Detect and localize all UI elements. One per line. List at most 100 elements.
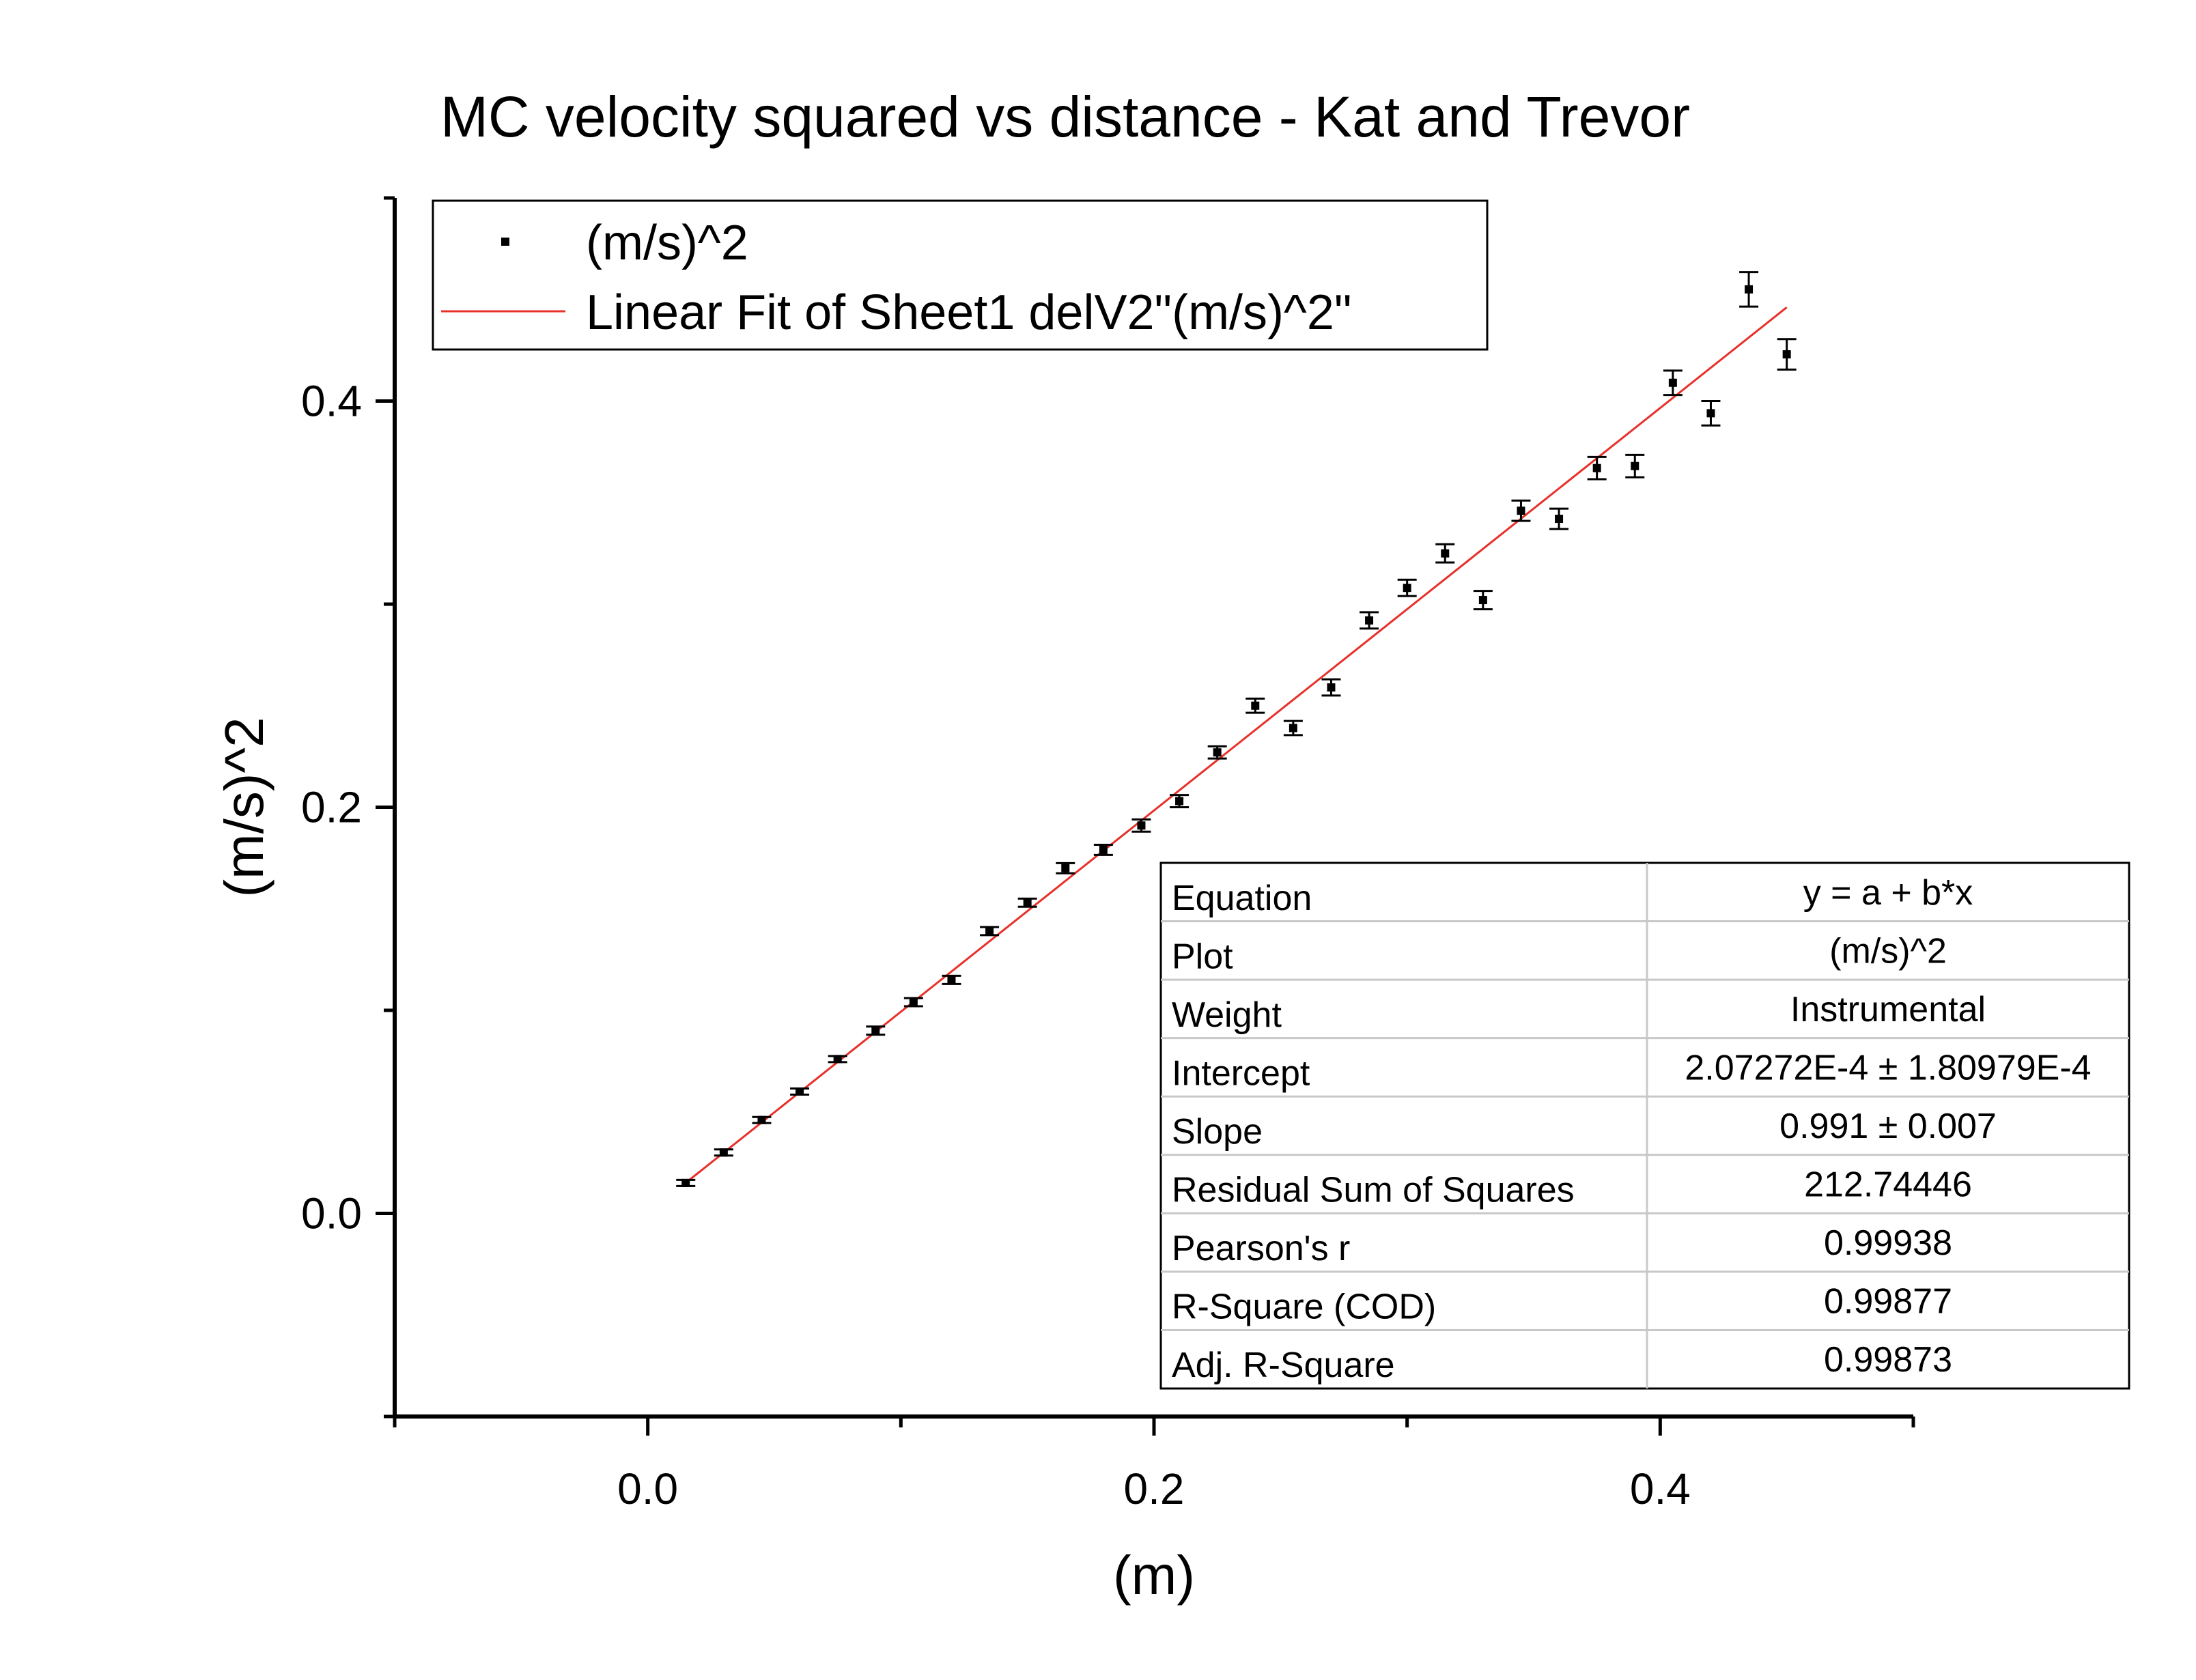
stats-table-value: Instrumental bbox=[1790, 990, 1986, 1029]
point-marker bbox=[757, 1115, 766, 1124]
stats-table-border bbox=[1159, 862, 2130, 1390]
x-axis-label: (m) bbox=[1113, 1545, 1195, 1606]
stats-table-label: Adj. R-Square bbox=[1172, 1346, 1395, 1385]
stats-table-label: R-Square (COD) bbox=[1172, 1287, 1436, 1327]
stats-table-value: 0.991 ± 0.007 bbox=[1779, 1107, 1997, 1146]
legend-box bbox=[432, 199, 1489, 351]
chart-text-layer: MC velocity squared vs distance - Kat an… bbox=[214, 85, 1690, 1606]
point-marker bbox=[1517, 507, 1525, 515]
point-marker bbox=[985, 926, 994, 935]
data-point bbox=[1321, 678, 1341, 697]
point-marker bbox=[1099, 845, 1108, 854]
point-marker bbox=[1441, 549, 1450, 558]
fit-line-layer bbox=[685, 307, 1788, 1184]
data-point bbox=[676, 1178, 696, 1187]
data-point bbox=[1131, 818, 1151, 833]
stats-table-label: Equation bbox=[1172, 879, 1312, 918]
data-point bbox=[752, 1115, 772, 1124]
stats-table-label: Intercept bbox=[1172, 1053, 1310, 1093]
data-point bbox=[1549, 507, 1569, 530]
data-point bbox=[1207, 745, 1227, 760]
data-point bbox=[1625, 453, 1645, 479]
point-marker bbox=[909, 998, 918, 1007]
data-point bbox=[1739, 271, 1759, 308]
data-point bbox=[1473, 590, 1493, 610]
stats-table-row: Plot (m/s)^2 bbox=[1172, 931, 1947, 976]
point-marker bbox=[1137, 821, 1146, 830]
x-tick-label: 0.0 bbox=[617, 1464, 678, 1513]
data-point bbox=[1511, 499, 1531, 522]
data-points-layer bbox=[676, 271, 1797, 1187]
point-marker bbox=[1251, 701, 1260, 710]
legend-label-fit: Linear Fit of Sheet1 delV2"(m/s)^2" bbox=[586, 285, 1351, 340]
stats-table-label: Pearson's r bbox=[1172, 1229, 1350, 1268]
stats-table-value: 0.99877 bbox=[1824, 1282, 1952, 1322]
legend-label-points: (m/s)^2 bbox=[586, 216, 748, 270]
stats-table-value: 212.74446 bbox=[1804, 1165, 1972, 1205]
data-point bbox=[1397, 578, 1417, 597]
y-tick-label: 0.4 bbox=[301, 377, 362, 426]
data-point bbox=[866, 1025, 886, 1036]
point-marker bbox=[719, 1148, 728, 1157]
data-point bbox=[714, 1148, 733, 1157]
stats-table-row: Intercept 2.07272E-4 ± 1.80979E-4 bbox=[1172, 1048, 2092, 1093]
point-marker bbox=[1061, 864, 1070, 872]
point-marker bbox=[1403, 584, 1411, 593]
point-marker bbox=[871, 1026, 880, 1035]
point-marker bbox=[681, 1178, 690, 1187]
stats-table-label: Plot bbox=[1172, 937, 1233, 976]
x-tick-label: 0.4 bbox=[1630, 1464, 1691, 1513]
point-marker bbox=[1175, 797, 1184, 806]
data-point bbox=[828, 1055, 847, 1064]
legend-marker-points bbox=[501, 238, 509, 246]
stats-table-row: Pearson's r 0.99938 bbox=[1172, 1223, 1952, 1268]
point-marker bbox=[1631, 461, 1639, 470]
data-point bbox=[1056, 862, 1075, 874]
point-marker bbox=[1365, 616, 1374, 625]
y-tick-label: 0.2 bbox=[301, 783, 362, 832]
point-marker bbox=[1668, 378, 1677, 387]
stats-table-row: Equation y = a + b*x bbox=[1172, 873, 1973, 918]
stats-table-label: Weight bbox=[1172, 995, 1282, 1035]
point-marker bbox=[947, 976, 956, 984]
data-point bbox=[1663, 369, 1683, 397]
data-point bbox=[790, 1087, 810, 1096]
point-marker bbox=[1213, 748, 1222, 757]
data-point bbox=[1777, 338, 1797, 371]
point-marker bbox=[1592, 464, 1601, 472]
chart-title: MC velocity squared vs distance - Kat an… bbox=[440, 85, 1690, 149]
stats-table-value: 0.99938 bbox=[1824, 1223, 1952, 1263]
point-marker bbox=[796, 1087, 804, 1096]
data-point bbox=[1587, 455, 1607, 481]
data-point bbox=[903, 997, 923, 1008]
data-point bbox=[1435, 543, 1455, 564]
data-point bbox=[1245, 697, 1265, 714]
data-point bbox=[1093, 844, 1113, 856]
y-tick-label: 0.0 bbox=[301, 1189, 362, 1238]
data-point bbox=[1360, 611, 1379, 630]
tick-layer: 0.0 0.2 0.4 0.0 0.2 0.4 bbox=[301, 196, 1915, 1513]
x-tick-label: 0.2 bbox=[1124, 1464, 1185, 1513]
stats-table-value: y = a + b*x bbox=[1803, 873, 1973, 913]
point-marker bbox=[1478, 596, 1487, 605]
point-marker bbox=[833, 1055, 842, 1064]
y-axis-label: (m/s)^2 bbox=[214, 717, 274, 897]
point-marker bbox=[1706, 409, 1715, 418]
point-marker bbox=[1023, 898, 1032, 907]
data-point bbox=[1701, 400, 1721, 427]
stats-table-row: Adj. R-Square 0.99873 bbox=[1172, 1340, 1952, 1385]
point-marker bbox=[1745, 285, 1754, 294]
stats-table-row: Slope 0.991 ± 0.007 bbox=[1172, 1107, 1997, 1152]
point-marker bbox=[1555, 515, 1564, 524]
stats-table-value: (m/s)^2 bbox=[1829, 931, 1947, 971]
stats-table-value: 2.07272E-4 ± 1.80979E-4 bbox=[1685, 1048, 2091, 1087]
stats-table-value: 0.99873 bbox=[1824, 1340, 1952, 1380]
point-marker bbox=[1289, 724, 1297, 732]
stats-table-row: Residual Sum of Squares 212.74446 bbox=[1172, 1165, 1972, 1210]
data-point bbox=[980, 926, 1000, 937]
data-point bbox=[942, 974, 961, 985]
stats-table: Equation y = a + b*x Plot (m/s)^2 Weight Inst… bbox=[1159, 862, 2130, 1390]
stats-table-label: Slope bbox=[1172, 1112, 1263, 1152]
stats-table-label: Residual Sum of Squares bbox=[1172, 1171, 1575, 1210]
data-point bbox=[1283, 720, 1303, 737]
